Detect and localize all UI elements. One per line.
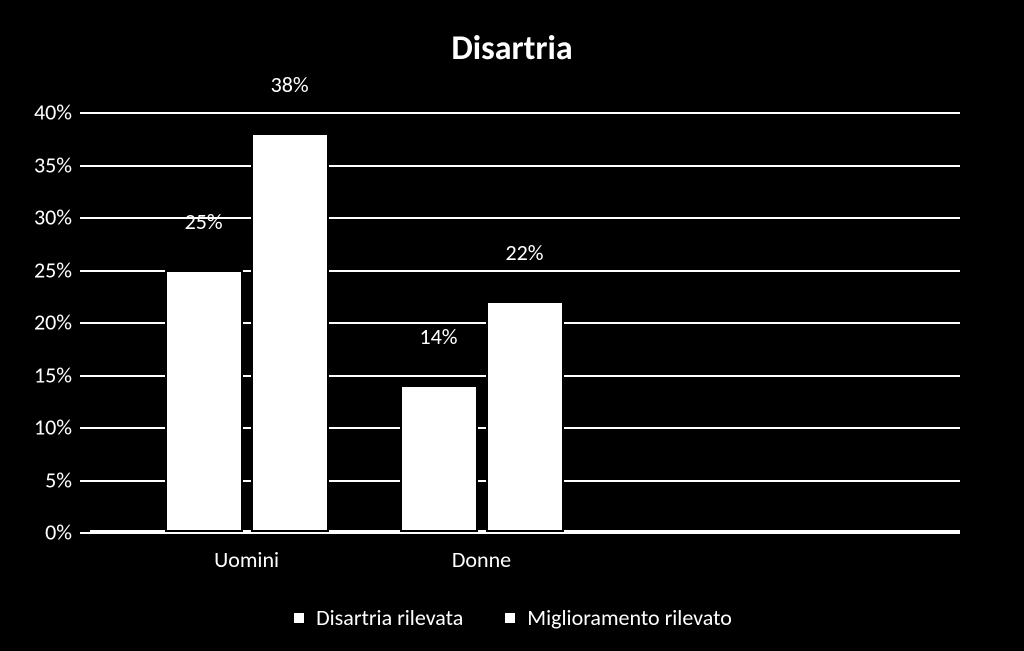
y-tick-mark bbox=[80, 217, 90, 219]
y-tick-label: 20% bbox=[34, 309, 72, 336]
x-category-label: Donne bbox=[452, 546, 511, 573]
bar-value-label: 38% bbox=[271, 71, 309, 102]
y-tick-label: 5% bbox=[45, 466, 72, 493]
y-tick-label: 10% bbox=[34, 414, 72, 441]
y-tick-label: 15% bbox=[34, 361, 72, 388]
bar bbox=[165, 270, 243, 533]
y-tick-label: 30% bbox=[34, 204, 72, 231]
y-gridline bbox=[90, 165, 960, 167]
y-tick-mark bbox=[80, 427, 90, 429]
y-tick-mark bbox=[80, 270, 90, 272]
legend: Disartria rilevata Miglioramento rilevato bbox=[0, 604, 1024, 631]
x-category-label: Uomini bbox=[214, 546, 279, 573]
y-tick-mark bbox=[80, 112, 90, 114]
legend-label: Disartria rilevata bbox=[316, 604, 463, 631]
y-tick-label: 40% bbox=[34, 99, 72, 126]
bar-value-label: 22% bbox=[505, 239, 543, 270]
y-tick-mark bbox=[80, 532, 90, 534]
y-gridline bbox=[90, 532, 960, 534]
bar-value-label: 14% bbox=[419, 323, 457, 354]
chart-container: Disartria 0%5%10%15%20%25%30%35%40%25%38… bbox=[0, 0, 1024, 651]
bar-value-label: 25% bbox=[185, 208, 223, 239]
legend-swatch bbox=[503, 611, 517, 625]
y-tick-mark bbox=[80, 165, 90, 167]
y-tick-label: 0% bbox=[45, 519, 72, 546]
y-tick-mark bbox=[80, 322, 90, 324]
chart-title: Disartria bbox=[0, 28, 1024, 69]
y-tick-mark bbox=[80, 375, 90, 377]
legend-item: Disartria rilevata bbox=[292, 604, 463, 631]
bar bbox=[251, 133, 329, 532]
y-tick-label: 25% bbox=[34, 256, 72, 283]
plot-area: 0%5%10%15%20%25%30%35%40%25%38%Uomini14%… bbox=[90, 112, 960, 532]
legend-swatch bbox=[292, 611, 306, 625]
legend-label: Miglioramento rilevato bbox=[527, 604, 732, 631]
bar bbox=[486, 301, 564, 532]
y-tick-mark bbox=[80, 480, 90, 482]
legend-item: Miglioramento rilevato bbox=[503, 604, 732, 631]
y-gridline bbox=[90, 112, 960, 114]
y-tick-label: 35% bbox=[34, 151, 72, 178]
bar bbox=[400, 385, 478, 532]
